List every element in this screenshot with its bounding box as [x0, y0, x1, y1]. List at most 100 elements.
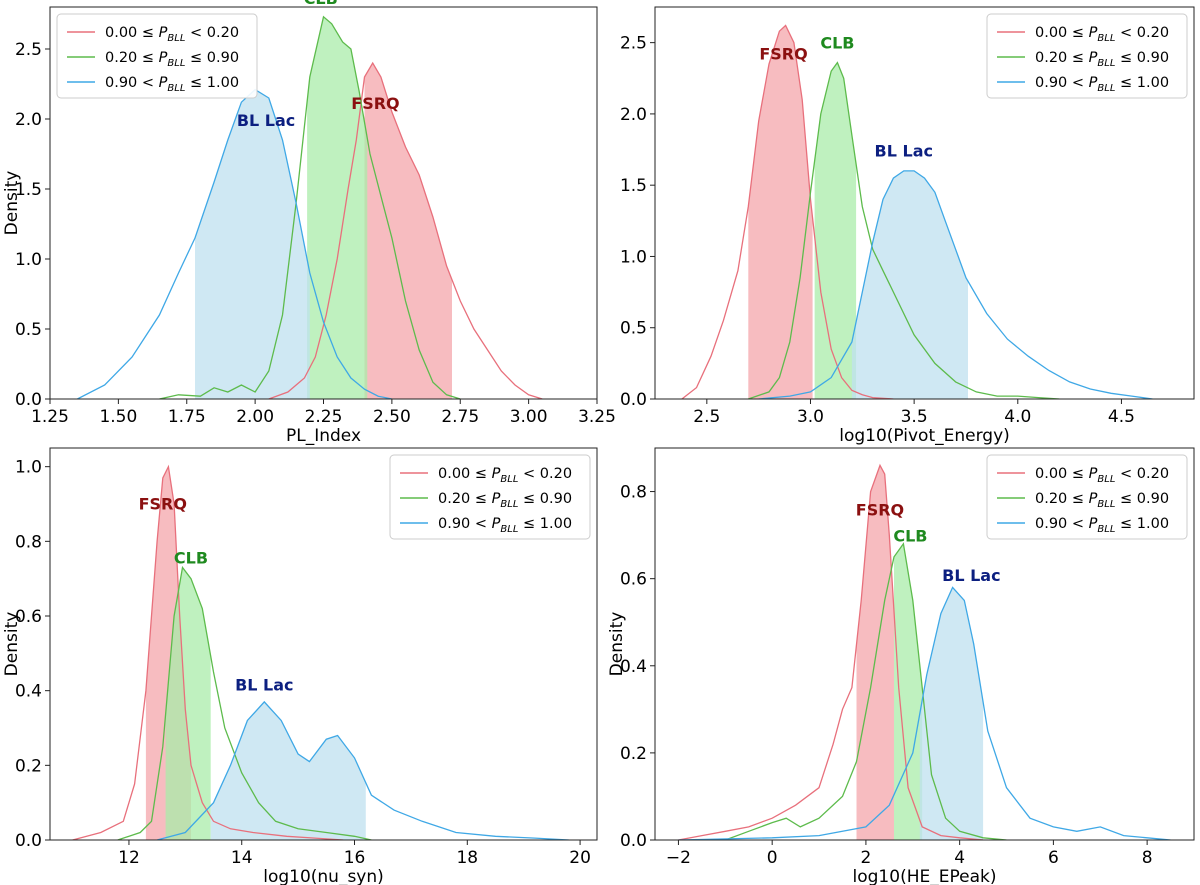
y-tick-label: 0.8: [620, 483, 647, 503]
legend-entry-subscript: BLL: [500, 524, 518, 535]
legend-entry-suffix: < 0.20: [185, 25, 239, 41]
legend-entry-prefix: 0.90 <: [1035, 75, 1089, 91]
density-curve-bl-lac: [156, 700, 569, 840]
annotation-bl-lac: BL Lac: [237, 111, 295, 130]
legend-frame: [986, 13, 1188, 99]
x-tick-label: 4.5: [1108, 407, 1135, 427]
legend-entry: 0.90 < PBLL ≤ 1.00: [105, 75, 239, 94]
y-tick-label: 0.0: [15, 390, 42, 410]
chart-panel-2: 2.5 3.0 3.5 4.0 4.5 0.0 0.5 1.0 1.5 2.0 2.5 log10(P…: [620, 6, 1195, 446]
y-tick-label: 0.5: [15, 320, 42, 340]
legend-entry: 0.00 ≤ PBLL < 0.20: [438, 466, 572, 485]
legend-entry-symbol: P: [1089, 516, 1098, 532]
density-curve-clb: [725, 542, 1007, 840]
x-tick-label: −2: [666, 848, 691, 868]
legend-entry-suffix: < 0.20: [1115, 466, 1169, 482]
x-tick-label: 8: [1142, 848, 1153, 868]
legend-entry: 0.90 < PBLL ≤ 1.00: [1035, 75, 1169, 94]
legend-entry: 0.20 ≤ PBLL ≤ 0.90: [1035, 491, 1169, 510]
x-tick-label: 2.75: [441, 407, 479, 427]
density-curve-bl-lac: [77, 88, 393, 399]
legend-entry-suffix: ≤ 0.90: [1115, 50, 1169, 66]
annotation-fsrq: FSRQ: [856, 501, 904, 520]
legend-entry: 0.20 ≤ PBLL ≤ 0.90: [1035, 50, 1169, 69]
y-tick-label: 0.0: [620, 390, 647, 410]
plot-area: [681, 24, 1153, 399]
annotation-fsrq: FSRQ: [139, 495, 187, 514]
x-tick-label: 3.25: [578, 407, 616, 427]
legend-frame: [986, 454, 1188, 540]
y-tick-label: 0.5: [620, 319, 647, 339]
annotation-bl-lac: BL Lac: [942, 566, 1000, 585]
legend: 0.00 ≤ PBLL < 0.20 0.20 ≤ PBLL ≤ 0.90 0.90…: [986, 13, 1188, 99]
legend-entry-prefix: 0.20 ≤: [1035, 50, 1089, 66]
legend-entry-subscript: BLL: [1097, 83, 1115, 94]
shaded-region-fsrq: [748, 25, 813, 399]
legend-entry-prefix: 0.20 ≤: [105, 50, 159, 66]
density-curve-fsrq: [72, 464, 344, 840]
x-tick-label: 1.25: [31, 407, 69, 427]
x-tick-label: 2.00: [236, 407, 274, 427]
x-tick-label: 6: [1048, 848, 1059, 868]
x-axis-label: log10(HE_EPeak): [853, 867, 997, 885]
x-tick-label: 2.25: [305, 407, 343, 427]
x-tick-label: 2.5: [693, 407, 720, 427]
axes-frame: [654, 447, 1195, 841]
legend-entry-subscript: BLL: [500, 474, 518, 485]
legend-frame: [56, 13, 258, 99]
x-tick-label: 3.00: [510, 407, 548, 427]
legend-entry-prefix: 0.00 ≤: [1035, 25, 1089, 41]
legend-entry-subscript: BLL: [167, 83, 185, 94]
legend-entry-symbol: P: [1089, 491, 1098, 507]
y-tick-label: 2.5: [620, 34, 647, 54]
density-curve-bl-lac: [678, 586, 1171, 840]
shaded-region-clb: [894, 543, 923, 840]
y-axis-label: Density: [607, 612, 627, 677]
y-tick-label: 0.6: [15, 607, 42, 627]
y-axis-label: Density: [2, 612, 22, 677]
y-tick-label: 0.0: [620, 831, 647, 851]
legend-entry-prefix: 0.00 ≤: [438, 466, 492, 482]
x-tick-label: 1.75: [168, 407, 206, 427]
legend-entry-suffix: ≤ 1.00: [1115, 516, 1169, 532]
legend-entry: 0.00 ≤ PBLL < 0.20: [1035, 25, 1169, 44]
legend-entry-prefix: 0.00 ≤: [1035, 466, 1089, 482]
legend-entry-prefix: 0.90 <: [105, 75, 159, 91]
x-tick-label: 4: [954, 848, 965, 868]
x-tick-label: 2: [860, 848, 871, 868]
x-axis-label: log10(Pivot_Energy): [839, 426, 1010, 446]
annotation-fsrq: FSRQ: [759, 45, 807, 64]
legend-entry-subscript: BLL: [1097, 33, 1115, 44]
y-tick-label: 2.5: [15, 40, 42, 60]
axes-frame: [654, 6, 1195, 400]
legend-entry-subscript: BLL: [167, 33, 185, 44]
legend-entry-suffix: ≤ 0.90: [185, 50, 239, 66]
y-tick-label: 2.0: [15, 110, 42, 130]
y-tick-label: 0.2: [15, 756, 42, 776]
legend-entry-suffix: < 0.20: [518, 466, 572, 482]
y-tick-label: 0.2: [620, 744, 647, 764]
plot-area: [678, 463, 1171, 840]
shaded-region-fsrq: [856, 466, 894, 840]
legend-entry-suffix: ≤ 0.90: [518, 491, 572, 507]
y-tick-label: 0.0: [15, 831, 42, 851]
legend-entry: 0.90 < PBLL ≤ 1.00: [1035, 516, 1169, 535]
shaded-region-bl-lac: [919, 587, 984, 840]
chart-panel-1: 1.25 1.50 1.75 2.00 2.25 2.50 2.75 3.00 3.250.00…: [2, 0, 616, 446]
density-curve-clb: [117, 565, 372, 840]
legend-entry-prefix: 0.90 <: [1035, 516, 1089, 532]
axes-frame: [49, 447, 598, 841]
y-tick-label: 1.0: [15, 250, 42, 270]
legend-entry-symbol: P: [492, 466, 501, 482]
legend-entry-symbol: P: [492, 516, 501, 532]
x-tick-label: 16: [344, 848, 366, 868]
annotation-fsrq: FSRQ: [351, 94, 399, 113]
legend-entry-symbol: P: [1089, 466, 1098, 482]
y-tick-label: 0.4: [15, 682, 42, 702]
shaded-region-clb: [165, 568, 211, 840]
x-axis-label: log10(nu_syn): [263, 867, 384, 885]
legend-entry-symbol: P: [492, 491, 501, 507]
x-tick-label: 14: [231, 848, 253, 868]
legend-entry-prefix: 0.00 ≤: [105, 25, 159, 41]
legend-entry-subscript: BLL: [500, 499, 518, 510]
